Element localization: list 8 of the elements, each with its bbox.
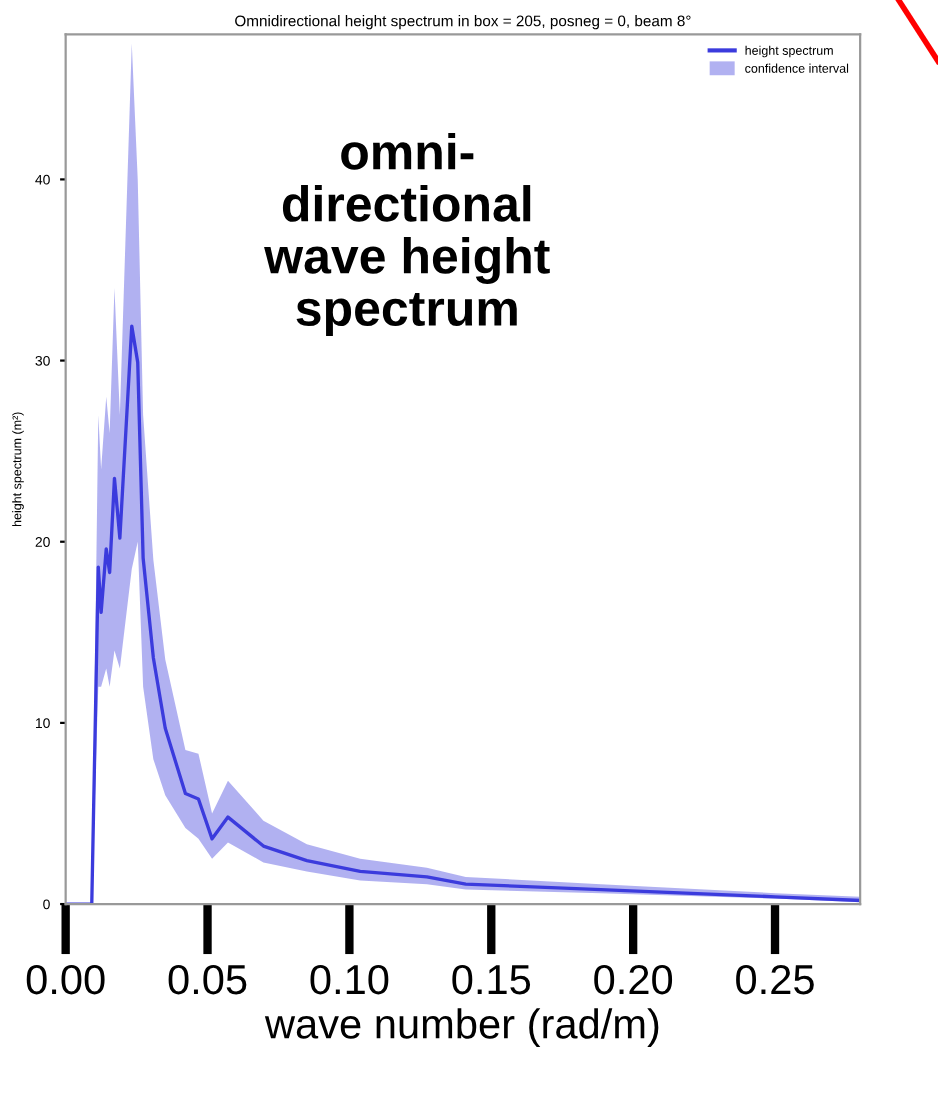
x-tick-label: 0.10 <box>310 964 389 995</box>
annotation: omni- directional wave height spectrum <box>264 133 550 336</box>
x-tick-label: 0.15 <box>452 964 531 995</box>
x-tick-label: 0.00 <box>26 964 105 995</box>
x-tick-label: 0.25 <box>736 964 814 995</box>
x-tick-label: 0.20 <box>594 964 673 995</box>
x-tick-label: 0.05 <box>168 964 247 995</box>
x-axis-title: wave number (rad/m) <box>264 1008 659 1047</box>
